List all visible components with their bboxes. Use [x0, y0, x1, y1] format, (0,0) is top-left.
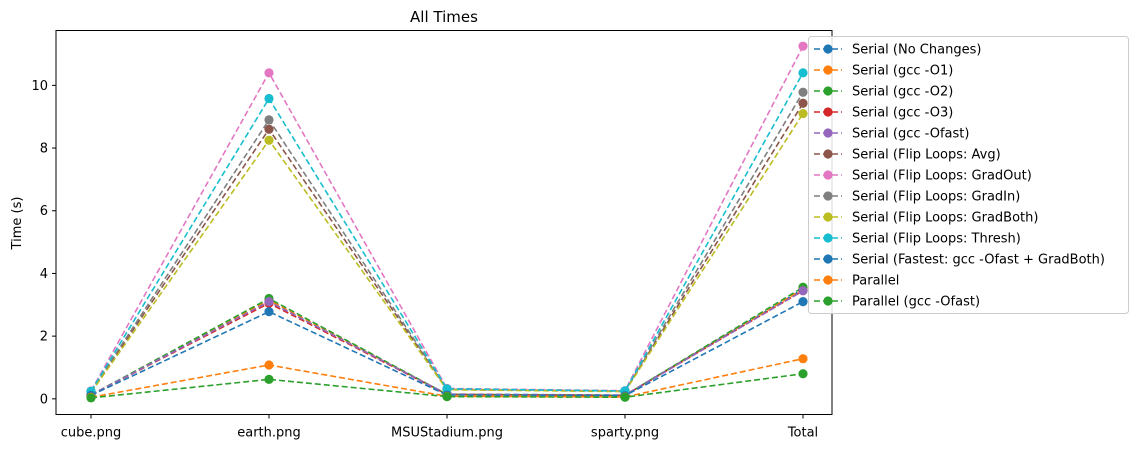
series-line [90, 288, 804, 396]
legend-label: Parallel (gcc -Ofast) [852, 295, 980, 310]
y-tick-label: 8 [40, 142, 48, 157]
legend-label: Serial (Flip Loops: GradOut) [852, 169, 1032, 184]
y-tick-label: 2 [40, 330, 48, 345]
data-point [442, 392, 452, 402]
legend: Serial (No Changes) Serial (gcc -O1) Seria… [808, 36, 1129, 314]
data-point [798, 68, 808, 78]
legend-entries: Serial (No Changes) Serial (gcc -O1) Seria… [814, 43, 1105, 310]
legend-label: Serial (gcc -O3) [852, 106, 953, 121]
data-point [264, 124, 274, 134]
y-tick-label: 6 [40, 204, 48, 219]
data-point [264, 115, 274, 125]
series-group [86, 41, 808, 396]
axis-layer: cube.png earth.png MSUStadium.png sparty.pn… [31, 79, 818, 441]
data-point [264, 135, 274, 145]
data-point [798, 108, 808, 119]
legend-swatch-marker [823, 44, 833, 54]
x-tick-label: earth.png [237, 426, 301, 441]
legend-label: Serial (gcc -O2) [852, 85, 953, 100]
x-tick-label: cube.png [61, 426, 122, 441]
data-point [264, 307, 274, 317]
data-point [86, 393, 96, 403]
legend-label: Serial (Flip Loops: GradIn) [852, 190, 1020, 205]
data-point [798, 297, 808, 307]
series-line [90, 91, 804, 393]
legend-label: Serial (No Changes) [852, 43, 981, 58]
series-line [90, 286, 804, 397]
series-line [90, 289, 804, 397]
series-line [90, 372, 804, 399]
legend-swatch-marker [823, 149, 833, 159]
series-line [90, 45, 804, 392]
series-line [90, 102, 804, 393]
data-point [264, 374, 274, 384]
series-layer [86, 41, 808, 403]
data-point [264, 68, 274, 78]
legend-label: Parallel [852, 274, 899, 289]
legend-label: Serial (Fastest: gcc -Ofast + GradBoth) [852, 253, 1105, 268]
legend-swatch-marker [823, 254, 833, 264]
legend-swatch-marker [823, 107, 833, 117]
legend-swatch-marker [823, 191, 833, 201]
legend-swatch-marker [823, 296, 833, 306]
legend-swatch-marker [823, 212, 833, 222]
data-point [798, 41, 808, 51]
legend-swatch-marker [823, 65, 833, 75]
y-tick-label: 0 [40, 392, 48, 407]
series-line [90, 289, 804, 397]
legend-label: Serial (gcc -O1) [852, 64, 953, 79]
chart-title: All Times [410, 8, 478, 26]
x-tick-label: MSUStadium.png [391, 426, 503, 441]
legend-swatch-marker [823, 233, 833, 243]
x-tick-label: sparty.png [591, 426, 659, 441]
data-point [264, 93, 274, 104]
y-axis-label: Time (s) [10, 197, 25, 251]
legend-swatch-marker [823, 128, 833, 138]
legend-swatch-marker [823, 86, 833, 96]
y-tick-label: 10 [31, 79, 48, 94]
x-tick-label: Total [787, 426, 818, 441]
data-point [798, 87, 808, 97]
series-group [86, 108, 808, 398]
data-point [264, 297, 274, 307]
y-tick-label: 4 [40, 267, 48, 282]
series-line [90, 300, 804, 397]
data-point [798, 354, 808, 364]
data-point [798, 98, 808, 108]
legend-swatch-marker [823, 275, 833, 285]
data-point [264, 360, 274, 370]
series-group [86, 284, 808, 400]
series-group [86, 369, 808, 403]
legend-label: Serial (Flip Loops: Thresh) [852, 232, 1021, 247]
series-line [90, 113, 804, 394]
series-group [86, 286, 808, 400]
series-group [86, 282, 808, 400]
series-line [90, 72, 804, 392]
data-point [620, 392, 630, 402]
series-group [86, 284, 808, 400]
data-point [798, 369, 808, 379]
series-line [90, 288, 804, 397]
legend-label: Serial (Flip Loops: GradBoth) [852, 211, 1038, 226]
legend-swatch-marker [823, 170, 833, 180]
legend-label: Serial (gcc -Ofast) [852, 127, 969, 142]
legend-label: Serial (Flip Loops: Avg) [852, 148, 1001, 163]
series-group [86, 286, 808, 400]
data-point [798, 286, 808, 296]
legend-frame [808, 36, 1129, 314]
